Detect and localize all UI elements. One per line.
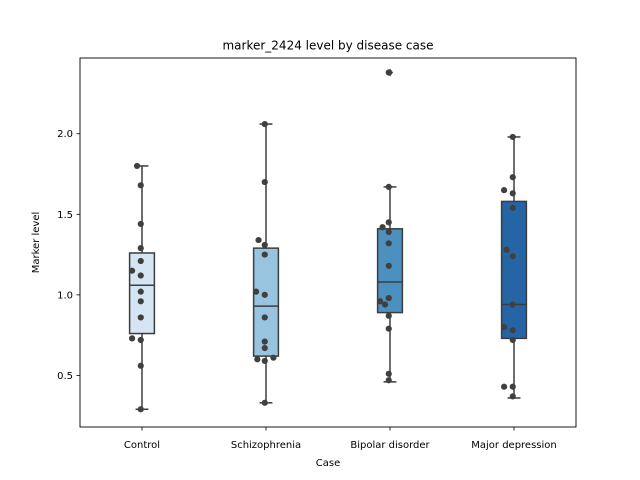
data-point — [137, 314, 144, 321]
data-point — [509, 393, 516, 400]
data-point — [254, 356, 261, 363]
data-point — [137, 182, 144, 189]
data-point — [252, 288, 260, 295]
data-point — [385, 370, 392, 377]
x-axis-label: Case — [316, 458, 340, 469]
data-point — [261, 120, 268, 128]
data-point — [137, 272, 144, 279]
plot-frame — [79, 57, 577, 428]
plot-area — [128, 68, 528, 413]
data-point — [385, 69, 392, 76]
data-point — [133, 162, 141, 170]
data-point — [261, 338, 268, 345]
data-point — [500, 187, 508, 194]
y-tick-label: 1.0 — [57, 290, 73, 301]
data-point — [385, 219, 392, 226]
data-point — [509, 301, 516, 308]
data-point — [255, 236, 262, 244]
box — [252, 247, 280, 357]
data-point — [261, 399, 268, 406]
data-point — [261, 357, 268, 365]
x-axis: Control Schizophrenia Bipolar disorder Majo… — [124, 427, 557, 451]
data-point — [137, 336, 144, 344]
data-point — [137, 288, 144, 295]
data-point — [385, 262, 392, 269]
data-point — [137, 220, 144, 228]
data-point — [500, 323, 508, 331]
data-point — [137, 245, 144, 252]
x-tick-label: Schizophrenia — [231, 440, 301, 451]
data-point — [261, 344, 268, 352]
data-point — [137, 298, 144, 305]
data-point — [381, 301, 389, 308]
data-point — [137, 257, 144, 265]
y-tick-label: 2.0 — [57, 129, 73, 140]
data-point — [376, 298, 384, 305]
x-tick-label: Major depression — [471, 440, 557, 451]
y-tick-label: 0.5 — [57, 371, 73, 382]
data-point — [509, 253, 516, 260]
y-axis-label: Marker level — [31, 212, 42, 274]
data-point — [509, 133, 516, 141]
box-group — [128, 165, 156, 411]
data-point — [509, 336, 516, 344]
box — [500, 200, 528, 340]
data-point — [503, 246, 510, 253]
data-point — [261, 251, 268, 258]
data-point — [261, 291, 268, 298]
data-point — [385, 312, 392, 319]
data-point — [509, 204, 516, 211]
data-point — [509, 174, 516, 181]
data-point — [137, 362, 144, 369]
data-point — [379, 224, 386, 231]
data-point — [509, 383, 516, 390]
data-point — [385, 325, 392, 332]
chart-title: marker_2424 level by disease case — [222, 39, 433, 53]
data-point — [385, 183, 392, 191]
data-point — [128, 267, 136, 274]
data-point — [128, 335, 136, 342]
data-point — [509, 327, 516, 334]
data-point — [137, 406, 144, 413]
data-point — [261, 314, 268, 321]
data-point — [261, 241, 268, 249]
data-point — [500, 383, 508, 390]
x-tick-label: Bipolar disorder — [350, 440, 430, 451]
y-tick-label: 1.5 — [57, 210, 73, 221]
data-point — [261, 178, 268, 186]
data-point — [385, 228, 392, 236]
data-point — [509, 190, 516, 197]
data-point — [385, 240, 392, 247]
y-axis: 0.5 1.0 1.5 2.0 — [57, 129, 80, 382]
data-point — [385, 294, 392, 302]
data-point — [270, 354, 277, 361]
data-point — [385, 377, 392, 384]
x-tick-label: Control — [124, 440, 160, 451]
